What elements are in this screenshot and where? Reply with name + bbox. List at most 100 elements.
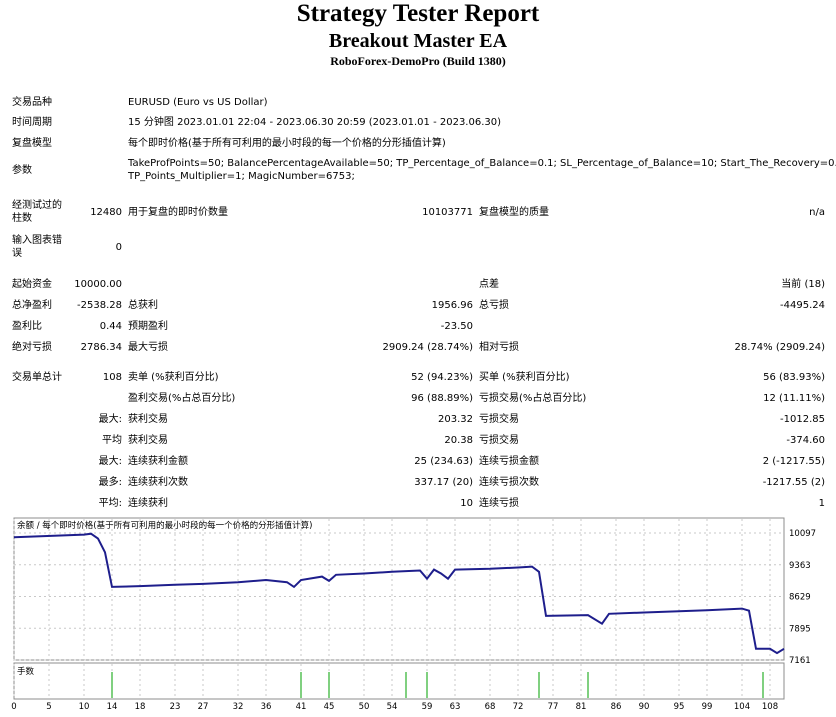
max-cons-prefix: 最大: [98, 456, 122, 467]
symbol-value: EURUSD (Euro vs US Dollar) [128, 97, 268, 108]
y-tick-label: 10097 [789, 529, 816, 539]
bars-label-1: 经测试过的 [12, 200, 62, 211]
x-tick-label: 68 [485, 702, 496, 712]
expected-payoff-label: 预期盈利 [128, 321, 168, 332]
x-tick-label: 27 [198, 702, 209, 712]
profit-trades-label: 盈利交易(%占总百分比) [128, 393, 236, 404]
largest-prefix: 最大: [98, 414, 122, 425]
gross-loss-label: 总亏损 [479, 300, 509, 311]
model-value: 每个即时价格(基于所有可利用的最小时段的每一个价格的分形插值计算) [128, 138, 446, 149]
model-label: 复盘模型 [12, 138, 52, 149]
x-tick-label: 95 [674, 702, 685, 712]
y-tick-label: 7161 [789, 656, 811, 666]
avg-cons-prefix: 平均: [98, 498, 122, 509]
params-label: 参数 [12, 165, 32, 176]
max-cons-losses-label: 连续亏损金额 [479, 456, 539, 467]
x-tick-label: 5 [46, 702, 51, 712]
spread-label: 点差 [479, 279, 499, 290]
y-tick-label: 7895 [789, 624, 811, 634]
balance-plot-frame [13, 517, 785, 661]
x-tick-label: 36 [261, 702, 272, 712]
relative-drawdown-value: 28.74% (2909.24) [734, 342, 825, 353]
absolute-drawdown-label: 绝对亏损 [12, 342, 52, 353]
total-trades-value: 108 [102, 372, 122, 383]
period-value: 15 分钟图 2023.01.01 22:04 - 2023.06.30 20:… [128, 117, 502, 128]
profit-trades-value: 96 (88.89%) [411, 393, 473, 404]
profit-factor-label: 盈利比 [12, 321, 42, 332]
errors-value: 0 [115, 242, 122, 253]
avg-cons-losses-value: 1 [818, 498, 825, 509]
x-tick-label: 18 [135, 702, 146, 712]
x-tick-label: 81 [576, 702, 587, 712]
x-tick-label: 108 [762, 702, 778, 712]
chart-title: 余额 / 每个即时价格(基于所有可利用的最小时段的每一个价格的分形插值计算) [17, 520, 312, 531]
params-line-1: TakeProfPoints=50; BalancePercentageAvai… [128, 158, 836, 169]
x-tick-label: 54 [387, 702, 398, 712]
server-build: RoboForex-DemoPro (Build 1380) [330, 54, 506, 68]
gross-profit-label: 总获利 [128, 300, 158, 311]
maximal-cons-loss-label: 连续亏损次数 [479, 477, 539, 488]
short-positions-value: 52 (94.23%) [411, 372, 473, 383]
errors-label-2: 误 [12, 248, 22, 259]
largest-loss-value: -1012.85 [780, 414, 825, 425]
balance-chart: 余额 / 每个即时价格(基于所有可利用的最小时段的每一个价格的分形插值计算) 手… [11, 517, 816, 712]
maximal-cons-profit-value: 337.17 (20) [414, 477, 473, 488]
x-tick-label: 41 [296, 702, 307, 712]
average-profit-value: 20.38 [444, 435, 473, 446]
absolute-drawdown-value: 2786.34 [80, 342, 122, 353]
maximal-cons-prefix: 最多: [98, 477, 122, 488]
report-title: Strategy Tester Report [296, 0, 540, 27]
params-line-2: TP_Points_Multiplier=1; MagicNumber=6753… [128, 171, 355, 182]
quality-value: n/a [809, 207, 825, 218]
average-prefix: 平均 [102, 435, 122, 446]
maximal-drawdown-value: 2909.24 (28.74%) [382, 342, 473, 353]
average-loss-value: -374.60 [786, 435, 825, 446]
gross-loss-value: -4495.24 [780, 300, 825, 311]
x-tick-label: 63 [450, 702, 461, 712]
maximal-drawdown-label: 最大亏损 [128, 342, 168, 353]
ticks-value: 10103771 [422, 207, 473, 218]
avg-cons-wins-value: 10 [460, 498, 473, 509]
loss-trades-value: 12 (11.11%) [763, 393, 825, 404]
maximal-cons-loss-value: -1217.55 (2) [762, 477, 825, 488]
avg-cons-losses-label: 连续亏损 [479, 498, 519, 509]
x-tick-label: 50 [359, 702, 370, 712]
x-tick-label: 90 [639, 702, 650, 712]
balance-line [13, 532, 785, 655]
profit-factor-value: 0.44 [99, 321, 122, 332]
net-profit-label: 总净盈利 [12, 300, 52, 311]
x-tick-label: 99 [702, 702, 713, 712]
period-label: 时间周期 [12, 117, 52, 128]
x-tick-label: 10 [79, 702, 90, 712]
quality-label: 复盘模型的质量 [479, 207, 549, 218]
x-tick-label: 72 [513, 702, 524, 712]
max-cons-wins-value: 25 (234.63) [414, 456, 473, 467]
long-positions-value: 56 (83.93%) [763, 372, 825, 383]
net-profit-value: -2538.28 [77, 300, 122, 311]
maximal-cons-profit-label: 连续获利次数 [128, 477, 188, 488]
deposit-value: 10000.00 [74, 279, 122, 290]
total-trades-label: 交易单总计 [12, 372, 62, 383]
short-positions-label: 卖单 (%获利百分比) [128, 372, 219, 383]
loss-trades-label: 亏损交易(%占总百分比) [479, 393, 587, 404]
average-profit-label: 获利交易 [128, 435, 168, 446]
relative-drawdown-label: 相对亏损 [479, 342, 519, 353]
largest-profit-label: 获利交易 [128, 414, 168, 425]
max-cons-losses-value: 2 (-1217.55) [762, 456, 825, 467]
x-tick-label: 77 [548, 702, 559, 712]
bars-label-2: 柱数 [12, 213, 32, 224]
ea-name: Breakout Master EA [328, 30, 508, 52]
volume-label: 手数 [17, 666, 35, 677]
x-tick-label: 14 [107, 702, 118, 712]
gross-profit-value: 1956.96 [431, 300, 473, 311]
errors-label-1: 输入图表错 [12, 235, 62, 246]
x-tick-label: 45 [324, 702, 335, 712]
average-loss-label: 亏损交易 [479, 435, 519, 446]
spread-value: 当前 (18) [781, 279, 825, 290]
x-tick-label: 86 [611, 702, 622, 712]
x-tick-label: 23 [170, 702, 181, 712]
long-positions-label: 买单 (%获利百分比) [479, 372, 570, 383]
y-tick-label: 8629 [789, 593, 811, 603]
x-tick-label: 0 [11, 702, 16, 712]
bars-value: 12480 [90, 207, 122, 218]
